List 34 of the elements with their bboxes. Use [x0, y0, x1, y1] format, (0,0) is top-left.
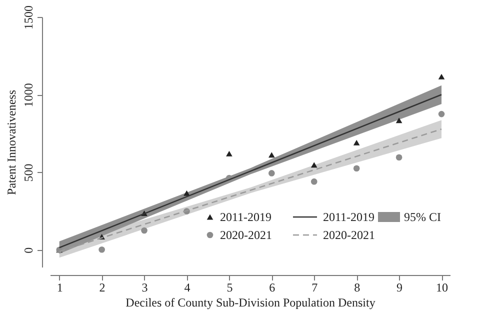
legend-label: 2011-2019: [323, 210, 375, 224]
point: [438, 110, 445, 118]
x-axis-title: Deciles of County Sub-Division Population Density: [126, 296, 376, 310]
legend-label: 2011-2019: [220, 210, 272, 224]
y-tick-label: 1500: [22, 6, 36, 30]
point: [310, 178, 318, 185]
legend-label: 2020-2021: [323, 228, 375, 242]
point: [396, 154, 402, 161]
y-tick-label: 1000: [22, 83, 36, 108]
point: [268, 152, 275, 158]
x-tick-label: 8: [354, 280, 360, 294]
x-tick-label: 5: [226, 280, 233, 294]
point: [438, 74, 445, 80]
point: [353, 165, 360, 172]
point: [353, 140, 360, 146]
x-tick-label: 10: [436, 280, 448, 294]
x-tick-label: 3: [142, 280, 148, 294]
x-tick-label: 2: [99, 280, 106, 294]
y-tick-label: 500: [22, 164, 36, 182]
y-tick-label: 0: [22, 247, 36, 254]
annotation: 95% CI: [404, 210, 441, 224]
x-tick-label: 7: [312, 280, 318, 294]
x-tick-label: 1: [56, 280, 63, 294]
point: [226, 150, 232, 156]
x-tick-label: 4: [184, 280, 190, 294]
y-axis-title: Patent Innovativeness: [4, 90, 18, 195]
x-tick-label: 9: [396, 280, 403, 294]
legend-label: 2020-2021: [220, 228, 272, 242]
point: [268, 170, 275, 176]
point: [396, 118, 402, 124]
point: [98, 246, 105, 253]
point: [310, 162, 318, 168]
point: [141, 227, 148, 234]
x-tick-label: 6: [269, 280, 276, 294]
